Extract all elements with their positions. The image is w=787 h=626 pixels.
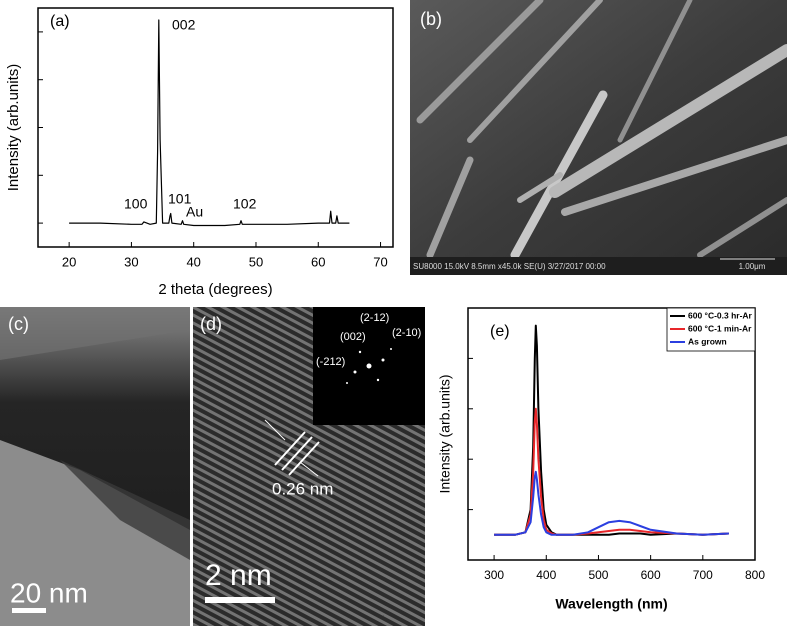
panel-label: (e) xyxy=(490,323,510,340)
peak-label: 100 xyxy=(124,196,148,212)
x-tick-label: 300 xyxy=(484,568,504,582)
peak-label: 002 xyxy=(172,17,196,33)
peak-label: 101 xyxy=(168,191,192,207)
x-tick-label: 60 xyxy=(311,254,325,269)
legend-label: 600 °C-1 min-Ar xyxy=(688,323,752,333)
y-axis-label: Intensity (arb.units) xyxy=(437,374,453,493)
panel-label: (a) xyxy=(50,13,70,30)
panel-label: (c) xyxy=(8,314,29,334)
data-line xyxy=(494,324,729,536)
x-axis-label: 2 theta (degrees) xyxy=(158,281,272,298)
plot-frame xyxy=(37,7,394,248)
sem-info: SU8000 15.0kV 8.5mm x45.0k SE(U) 3/27/20… xyxy=(413,262,606,271)
x-tick-label: 40 xyxy=(186,254,200,269)
scale-label: 2 nm xyxy=(205,559,272,592)
panel-label: (b) xyxy=(420,9,442,29)
x-tick-label: 600 xyxy=(641,568,661,582)
data-line xyxy=(494,407,729,536)
panel-label: (d) xyxy=(200,314,222,334)
plot-frame xyxy=(467,307,756,561)
x-tick-label: 400 xyxy=(536,568,556,582)
spacing-label: 0.26 nm xyxy=(272,479,333,498)
data-line xyxy=(494,470,729,536)
x-tick-label: 30 xyxy=(124,254,138,269)
x-tick-label: 800 xyxy=(745,568,765,582)
x-tick-label: 50 xyxy=(249,254,263,269)
scale-label: 20 nm xyxy=(10,577,88,608)
sem-image xyxy=(410,0,787,275)
x-axis-label: Wavelength (nm) xyxy=(555,596,667,612)
tem-image xyxy=(0,307,190,626)
peak-label: Au xyxy=(186,204,203,220)
x-tick-label: 700 xyxy=(693,568,713,582)
hrtem-image xyxy=(193,307,425,626)
legend-label: As grown xyxy=(688,336,727,346)
inset-label: (2-10) xyxy=(392,327,421,339)
scale-label: 1.00μm xyxy=(739,262,766,271)
inset-label: (002) xyxy=(340,331,366,343)
peak-label: 102 xyxy=(233,196,257,212)
legend-label: 600 °C-0.3 hr-Ar xyxy=(688,310,753,320)
x-tick-label: 20 xyxy=(62,254,76,269)
inset-label: (2-12) xyxy=(360,312,389,324)
y-axis-label: Intensity (arb.units) xyxy=(5,64,22,192)
inset-label: (-212) xyxy=(316,356,345,368)
data-line xyxy=(69,19,350,227)
x-tick-label: 70 xyxy=(373,254,387,269)
x-tick-label: 500 xyxy=(588,568,608,582)
